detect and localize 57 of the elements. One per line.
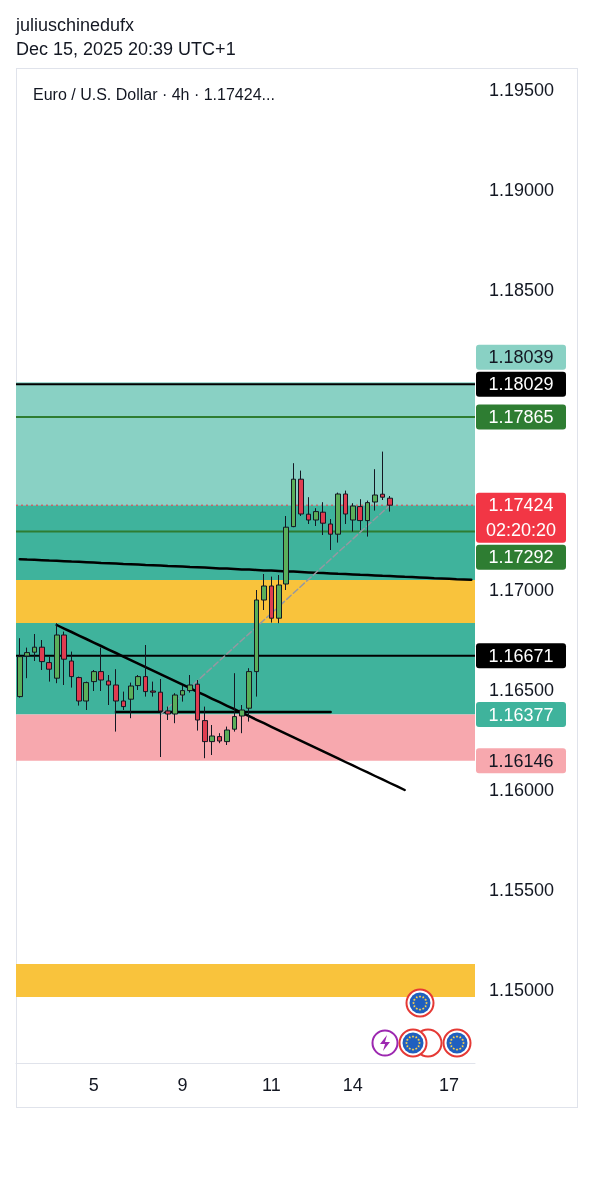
text: Euro / U.S. Dollar · 4h · 1.17424... [33,85,275,103]
candlestick [180,685,185,703]
y-tick-label: 1.18500 [489,280,555,300]
y-tick-label: 1.19000 [489,180,555,200]
y-tick-label: 1.19500 [489,80,555,100]
candlestick [224,726,230,746]
candlestick [343,490,348,525]
candlestick [380,451,385,501]
x-tick-label: 14 [342,1075,363,1095]
line-series [18,557,473,582]
ref-line-label: 1.16671 [488,645,554,666]
candlestick [46,656,52,683]
candlestick [291,462,296,528]
y-tick-label: 1.16000 [489,780,555,800]
x-tick-label: 17 [439,1075,460,1095]
x-tick-label: 5 [88,1075,99,1095]
candlestick [239,704,245,734]
candlestick [387,495,393,513]
candlestick [187,674,193,694]
candlestick [254,589,259,698]
line-series [159,504,391,716]
ref-line-label: 1.17424 02:20:20 [485,495,557,541]
candlestick [298,470,304,517]
band-label: 1.18039 [488,347,554,368]
candlestick [335,492,341,544]
y-tick-label: 1.17000 [489,580,555,600]
ref-line-label: 1.17865 [488,407,554,427]
candlestick [306,496,311,525]
candlestick [232,672,237,733]
candlestick [217,732,222,744]
x-tick-label: 9 [177,1075,188,1095]
band-label: 1.16377 [488,704,554,725]
candlestick [32,633,37,662]
candlestick [69,651,74,689]
y-tick-label: 1.15000 [489,980,555,1000]
text: Dec 15, 2025 20:39 UTC+1 [16,38,236,60]
candlestick [158,678,163,758]
candlestick [261,573,267,611]
candlestick [106,674,111,706]
candlestick [246,667,252,723]
candlestick [365,500,370,538]
y-tick-label: 1.16500 [489,680,555,700]
y-tick-label: 1.15500 [489,880,555,900]
candlestick [195,679,200,732]
candlestick [372,468,378,512]
candlestick [269,576,274,624]
candlestick [143,644,148,698]
ref-line-label: 1.18029 [488,374,554,395]
text: juliuschinedufx [16,14,135,36]
ref-line-label: 1.17292 [488,547,554,568]
band-label: 1.16146 [488,750,554,771]
candlestick [121,691,126,711]
candlestick [150,681,156,698]
candlestick [113,668,119,733]
x-tick-label: 11 [262,1075,281,1095]
candlestick [39,639,45,671]
candlestick [328,518,333,551]
